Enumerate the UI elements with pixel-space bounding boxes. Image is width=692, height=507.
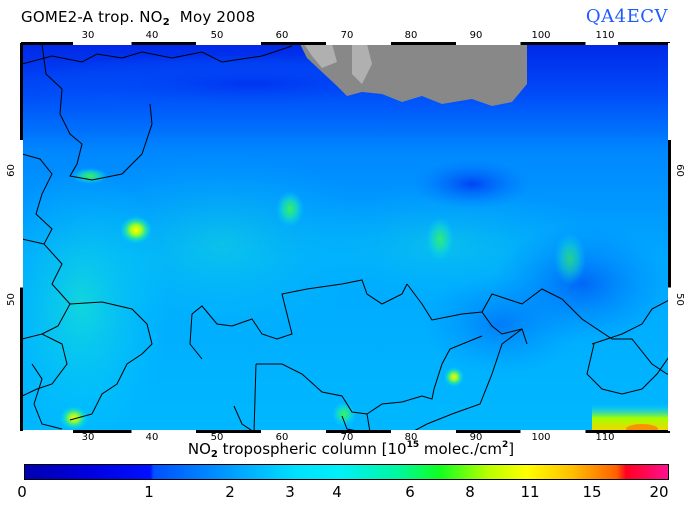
x-tick-bottom: 40 [145, 432, 159, 443]
colorbar-tick: 2 [225, 483, 235, 501]
x-tick-top: 70 [340, 30, 354, 41]
no2-map [21, 43, 670, 431]
colorbar-tick: 0 [17, 483, 27, 501]
colorbar-tick: 15 [582, 483, 602, 501]
y-tick-left: 50 [5, 293, 17, 306]
colorbar-tick: 8 [465, 483, 475, 501]
y-tick-right: 50 [673, 293, 685, 306]
x-tick-bottom: 30 [81, 432, 95, 443]
frame-top [21, 42, 670, 45]
colorbar-tick: 4 [332, 483, 342, 501]
frame-bottom [21, 430, 670, 433]
colorbar-tick: 3 [285, 483, 295, 501]
frame-right [668, 43, 671, 431]
label-mid: tropospheric column [10 [217, 440, 407, 458]
title-date: Moy 2008 [179, 8, 256, 26]
colorbar-tick: 11 [520, 483, 540, 501]
label-sub: 2 [210, 449, 218, 460]
colorbar [24, 464, 669, 480]
x-tick-top: 50 [210, 30, 224, 41]
label-unit-exp: 2 [502, 440, 509, 450]
title-prefix: GOME2-A trop. NO [21, 8, 163, 26]
x-tick-bottom: 50 [210, 432, 224, 443]
label-unit: molec./cm [419, 440, 502, 458]
frame-left [20, 43, 23, 431]
x-tick-bottom: 110 [595, 432, 615, 443]
x-tick-top: 80 [404, 30, 418, 41]
brand-label: QA4ECV [585, 6, 668, 27]
y-tick-right: 60 [673, 164, 685, 177]
x-tick-top: 30 [81, 30, 95, 41]
x-tick-bottom: 70 [340, 432, 354, 443]
label-exp: 15 [406, 440, 420, 450]
x-tick-top: 60 [275, 30, 289, 41]
x-tick-top: 90 [469, 30, 483, 41]
label-no: NO [187, 440, 211, 458]
title-subscript: 2 [162, 17, 170, 28]
x-tick-bottom: 80 [404, 432, 418, 443]
map-raster [22, 44, 669, 430]
x-tick-top: 100 [531, 30, 551, 41]
map-title: GOME2-A trop. NO2 Moy 2008 [21, 8, 255, 28]
x-tick-bottom: 100 [531, 432, 551, 443]
colorbar-tick: 6 [405, 483, 415, 501]
colorbar-label: NO2 tropospheric column [1015 molec./cm2… [0, 440, 692, 460]
x-tick-top: 110 [595, 30, 615, 41]
colorbar-tick: 1 [144, 483, 154, 501]
y-tick-left: 60 [5, 164, 17, 177]
label-end: ] [508, 440, 515, 458]
colorbar-tick: 20 [649, 483, 669, 501]
x-tick-top: 40 [145, 30, 159, 41]
x-tick-bottom: 60 [275, 432, 289, 443]
x-tick-bottom: 90 [469, 432, 483, 443]
